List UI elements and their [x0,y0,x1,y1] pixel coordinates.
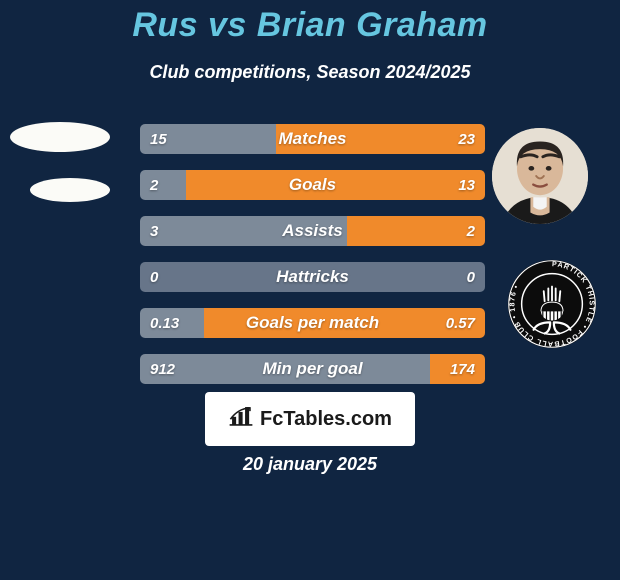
stat-bars: Matches1523 Goals213 Assists32 Hattricks00 G… [140,124,485,400]
player-right-photo [492,128,588,224]
player-right-club-badge: PARTICK THISTLE • FOOTBALL CLUB • 1876 • [506,258,598,350]
stat-seg-right [186,170,485,200]
stat-seg-right [276,124,485,154]
player-left-club-placeholder [30,178,110,202]
stat-seg-right [347,216,485,246]
watermark-box: FcTables.com [205,392,415,446]
stat-row: Min per goal912174 [140,354,485,384]
page-title: Rus vs Brian Graham [0,6,620,45]
stat-seg-left [140,262,485,292]
stat-row: Goals per match0.130.57 [140,308,485,338]
stat-seg-left [140,216,347,246]
page-subtitle: Club competitions, Season 2024/2025 [0,62,620,83]
stat-seg-right [430,354,485,384]
watermark-text: FcTables.com [260,408,392,431]
stat-row: Goals213 [140,170,485,200]
stat-row: Matches1523 [140,124,485,154]
stat-seg-right [204,308,485,338]
comparison-card: { "title": "Rus vs Brian Graham", "subti… [0,0,620,580]
stat-row: Hattricks00 [140,262,485,292]
stat-seg-left [140,354,430,384]
stat-seg-left [140,170,186,200]
footer-date: 20 january 2025 [0,454,620,475]
chart-icon [228,405,254,433]
player-left-photo-placeholder [10,122,110,152]
stat-seg-left [140,308,204,338]
stat-row: Assists32 [140,216,485,246]
stat-seg-left [140,124,276,154]
